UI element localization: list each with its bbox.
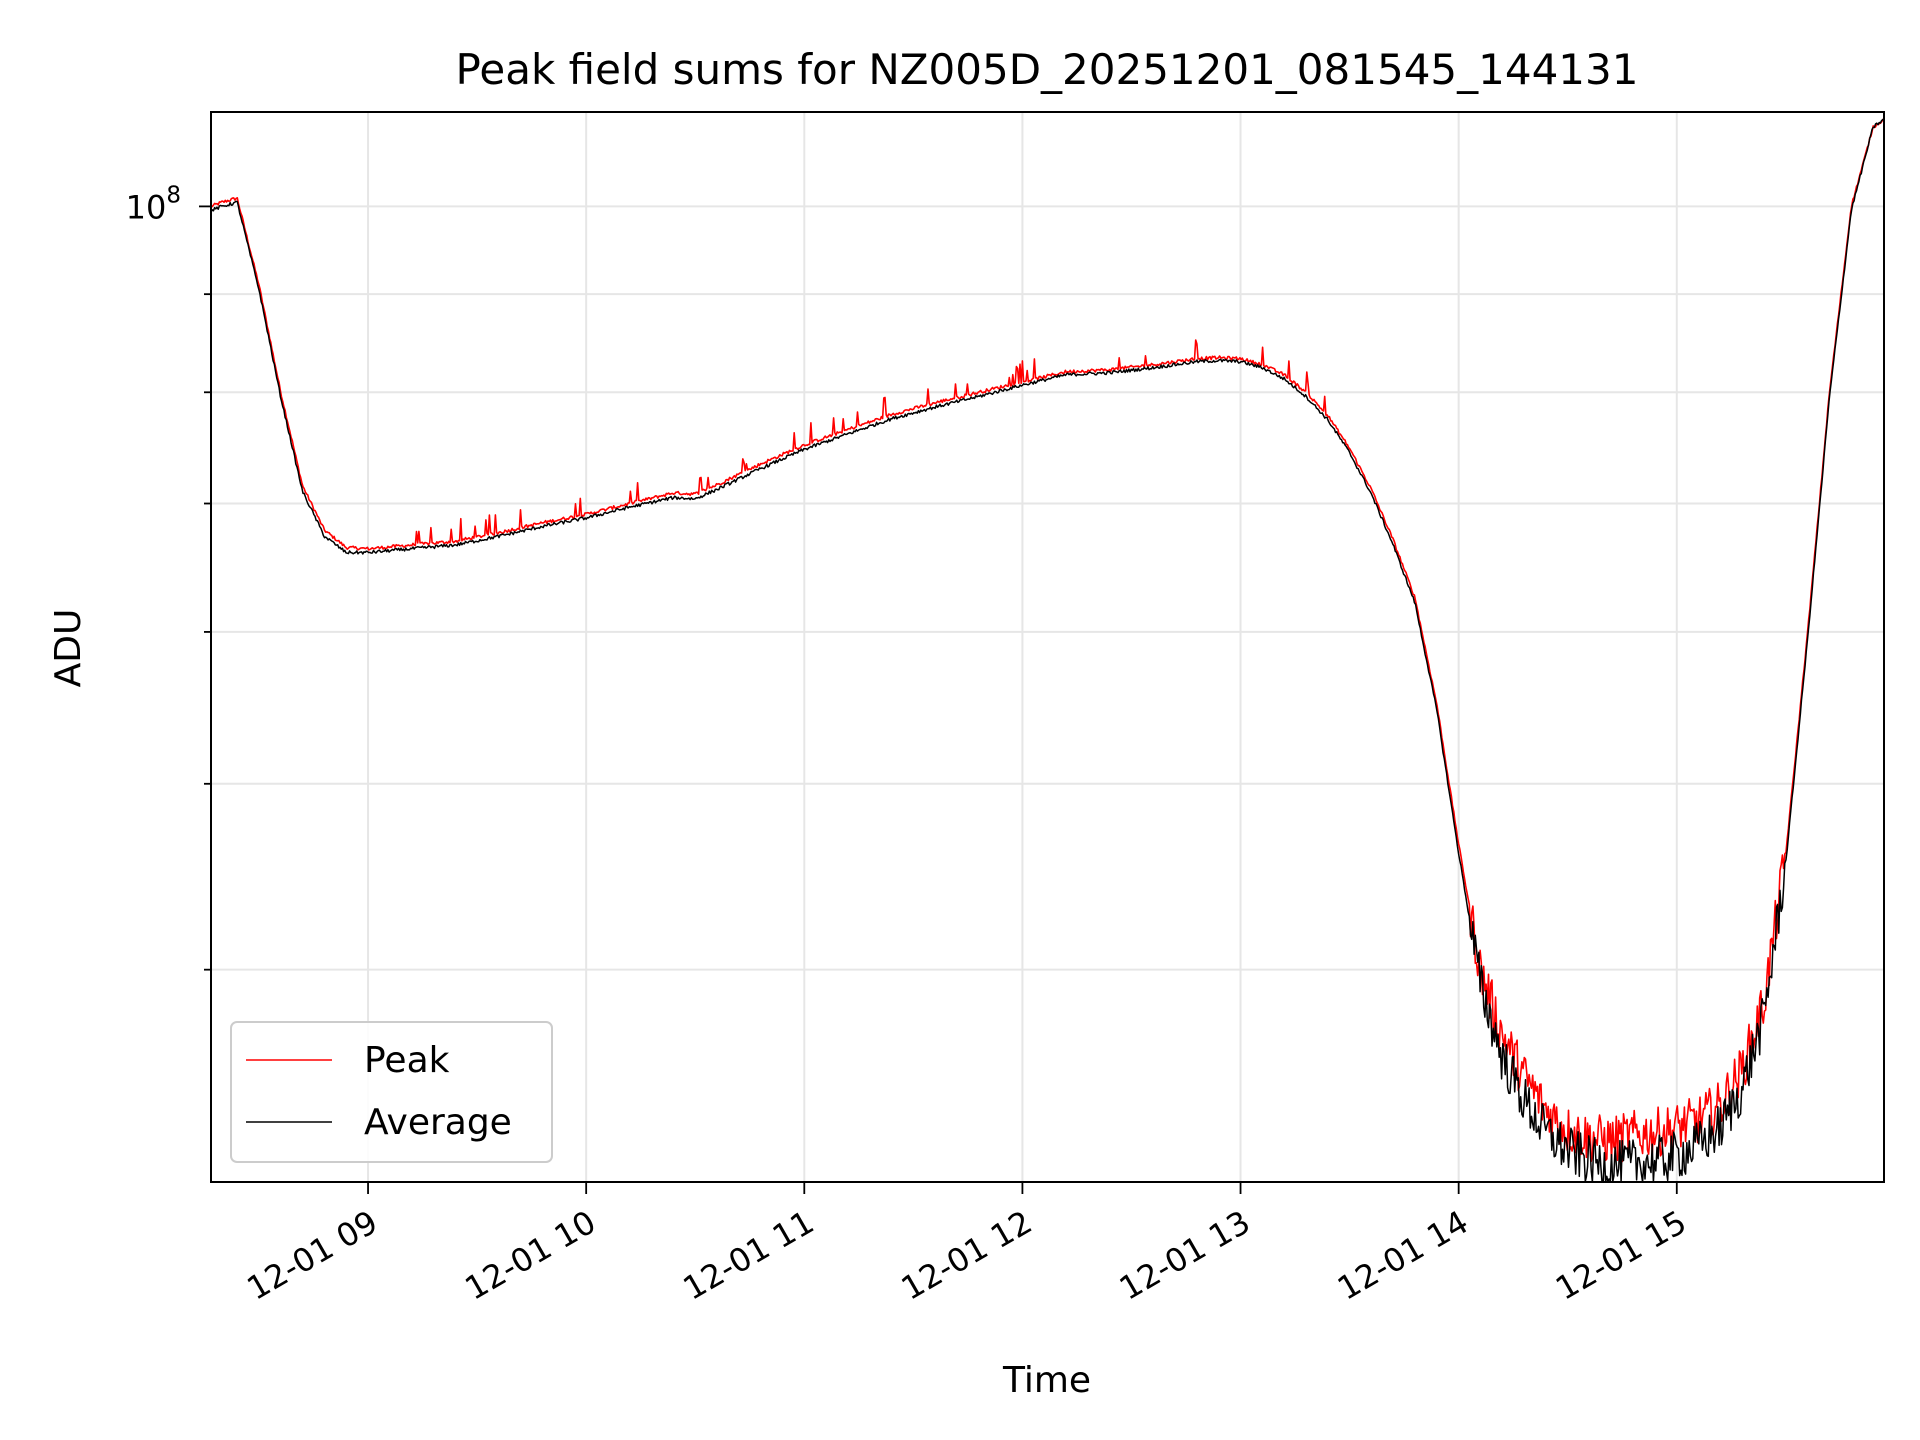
plot-series	[210, 117, 1885, 1183]
legend-box	[230, 1021, 553, 1163]
axes-frame	[210, 111, 1885, 1183]
grid	[211, 112, 1884, 1182]
y-tick-label: 108	[126, 182, 181, 226]
average-series-line	[210, 118, 1884, 1183]
x-axis-label: Time	[1002, 1360, 1091, 1401]
chart-title: Peak field sums for NZ005D_20251201_0815…	[456, 45, 1639, 94]
legend-label-peak: Peak	[364, 1040, 450, 1081]
legend-label-average: Average	[364, 1102, 512, 1143]
y-axis-label: ADU	[48, 609, 89, 688]
legend: Peak Average	[230, 1021, 553, 1163]
peak-series-line	[210, 117, 1885, 1163]
